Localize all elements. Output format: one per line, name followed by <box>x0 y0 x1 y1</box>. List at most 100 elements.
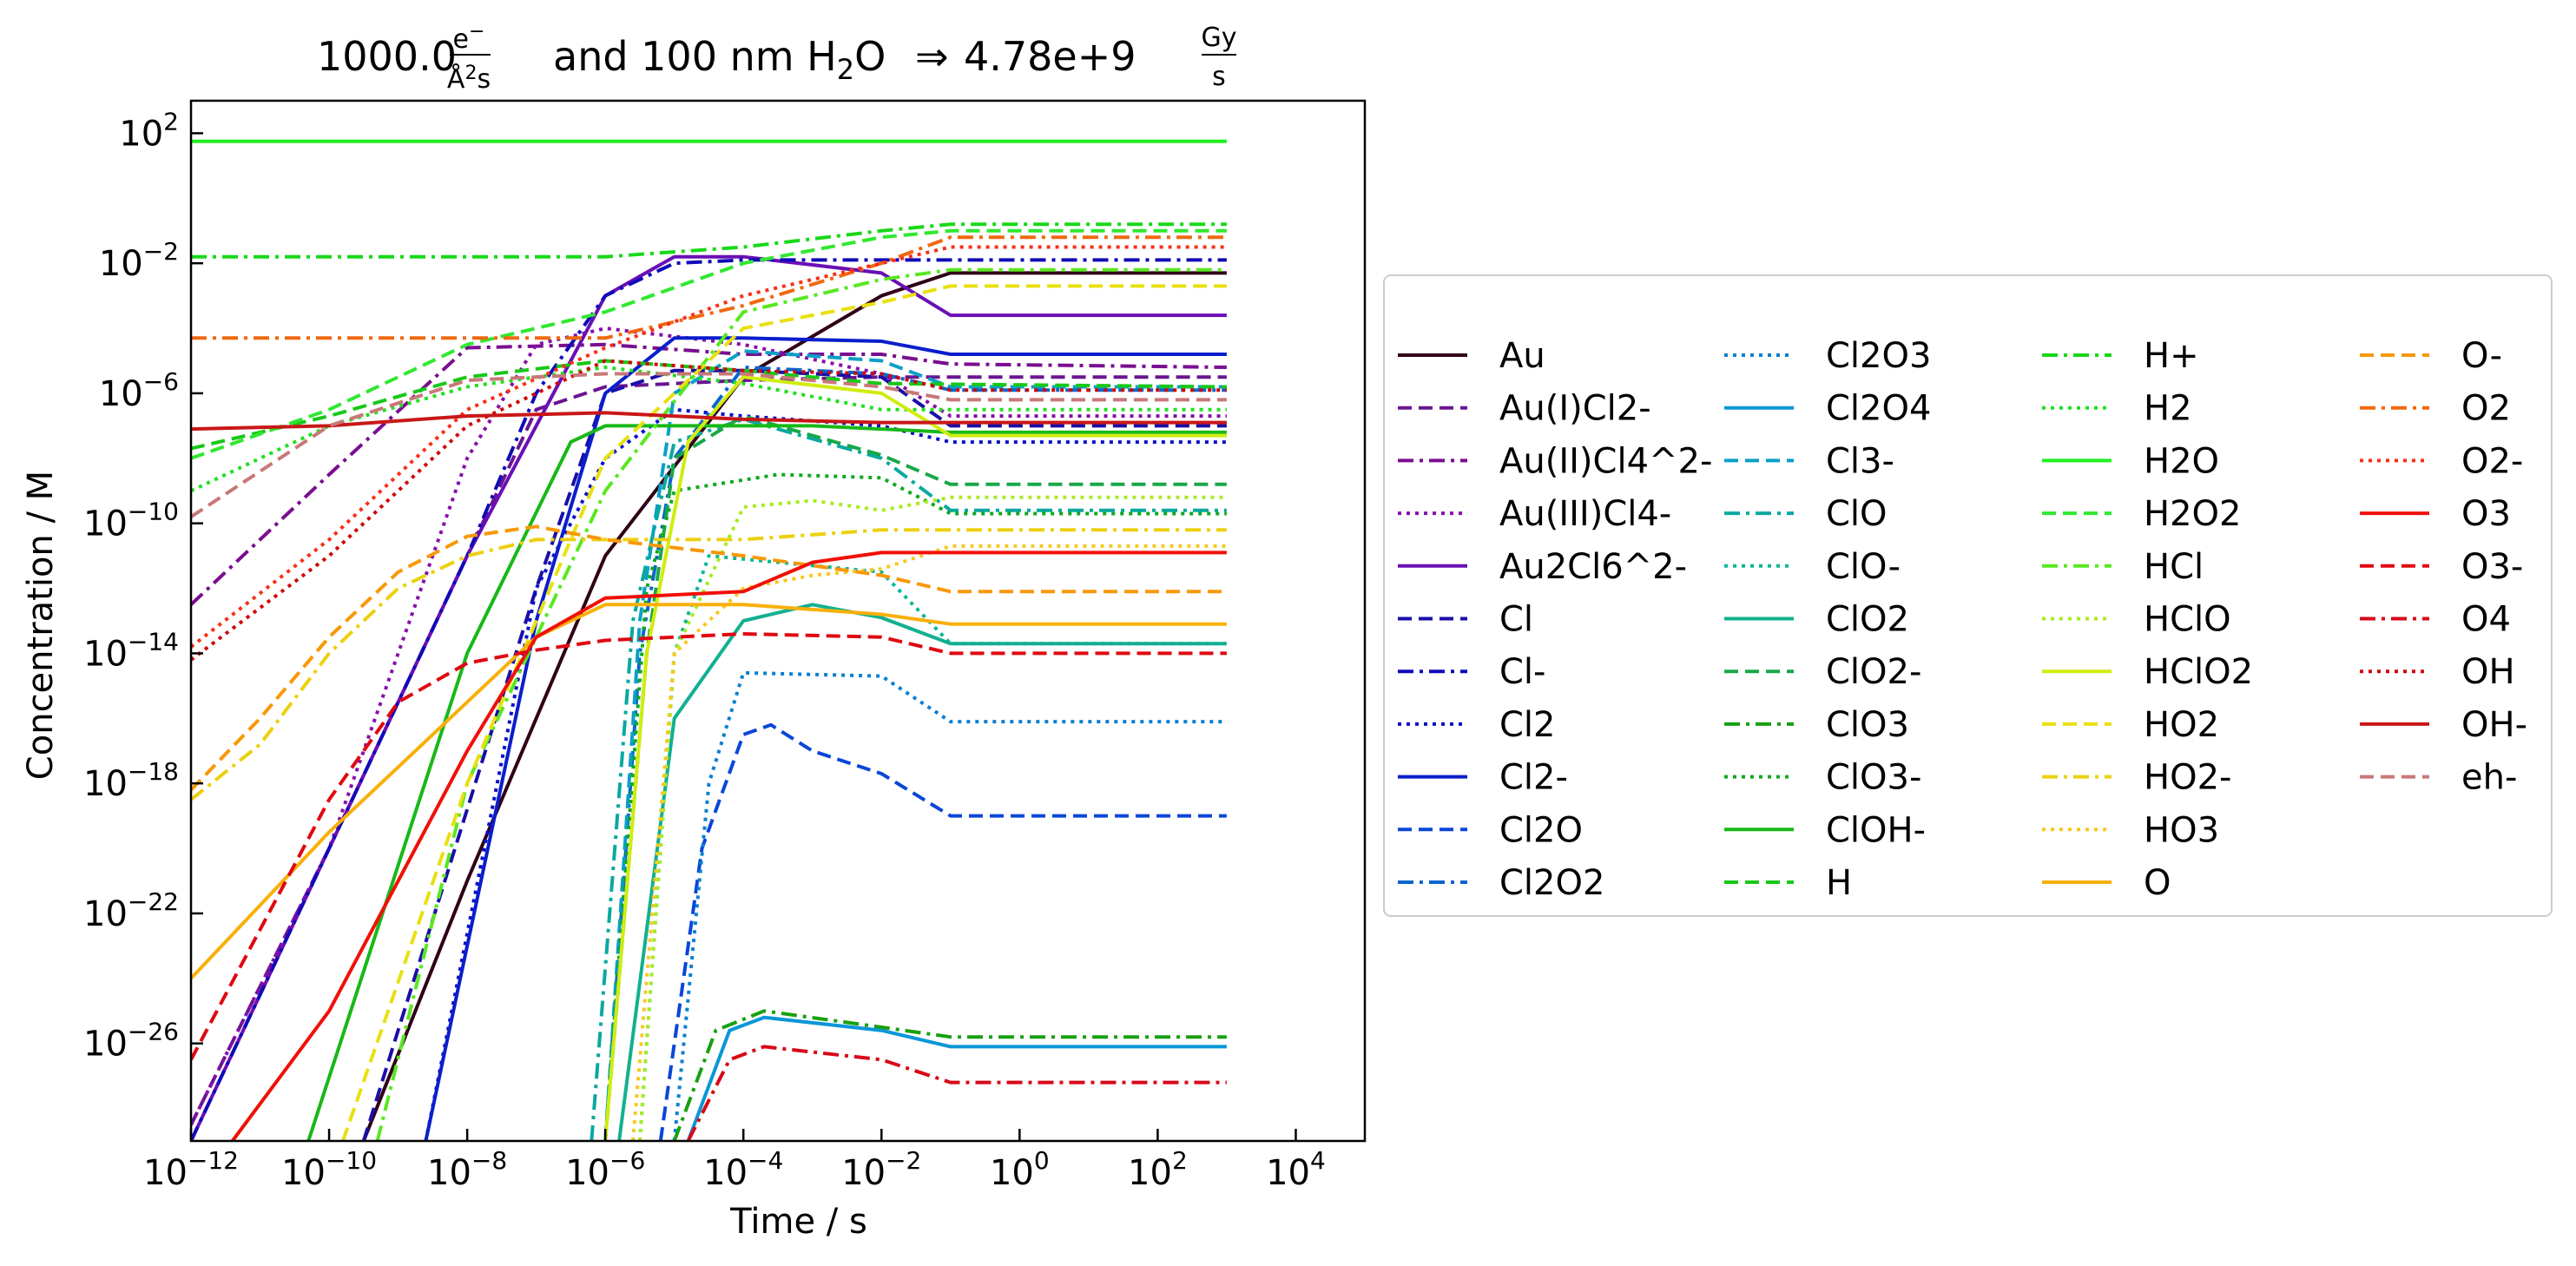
legend-entry-h2o: H2O <box>2042 441 2219 481</box>
legend: Au Au(I)Cl2- Au(II)Cl4^2- Au(III)Cl4- Au2Cl6… <box>1383 274 2553 917</box>
series-line-cl2o4 <box>686 1015 1227 1141</box>
legend-entry-h2: H2 <box>2042 389 2192 429</box>
series-line-cloh <box>306 424 1227 1141</box>
legend-label: H2O <box>2144 441 2219 481</box>
series-line-clo <box>590 417 1227 1141</box>
legend-entry-clo: ClO <box>1724 494 1888 534</box>
legend-label: ClO <box>1826 494 1888 534</box>
series-line-o <box>191 524 1227 792</box>
axis-ticks: 10−12 10−10 10−8 10−6 10−4 10−2 100 102 104 102 10… <box>83 107 1326 1193</box>
legend-label: HO2 <box>2144 705 2219 745</box>
y-tick-label: 10−14 <box>83 627 179 674</box>
legend-label: OH <box>2461 652 2515 692</box>
legend-box <box>1383 274 2553 917</box>
legend-entry-cl2o: Cl2O <box>1398 810 1583 850</box>
legend-entry-hclo2: HClO2 <box>2042 652 2253 692</box>
x-axis-label: Time / s <box>729 1202 867 1242</box>
legend-entry-cl: Cl- <box>1398 652 1545 692</box>
x-tick-label: 10−2 <box>841 1146 921 1193</box>
series-line-eh <box>191 372 1227 518</box>
legend-label: ClO3 <box>1826 705 1909 745</box>
title-unit-denominator: Å2s <box>447 63 491 95</box>
series-layer <box>191 139 1227 1141</box>
legend-label: Cl2O4 <box>1826 389 1931 429</box>
legend-label: O- <box>2461 336 2502 376</box>
title-arrow: ⇒ <box>915 33 949 80</box>
legend-entry-o: O- <box>2360 336 2502 376</box>
x-tick-label: 10−8 <box>427 1146 507 1193</box>
legend-entry-ho3: HO3 <box>2042 810 2219 850</box>
legend-entry-hcl: HCl <box>2042 547 2204 587</box>
title-result: 4.78e+9 <box>964 33 1136 80</box>
legend-entry-clo2: ClO2- <box>1724 652 1921 692</box>
legend-entry-cl2o2: Cl2O2 <box>1398 863 1604 903</box>
legend-entry-cl2: Cl2 <box>1398 705 1556 745</box>
series-line-h <box>191 222 1227 259</box>
series-line-o3 <box>231 551 1227 1141</box>
x-tick-label: 10−4 <box>703 1146 783 1193</box>
x-tick-label: 10−12 <box>143 1146 239 1193</box>
legend-entry-ho2: HO2 <box>2042 705 2219 745</box>
legend-label: HO2- <box>2144 758 2231 798</box>
y-tick-label: 10−26 <box>83 1018 179 1065</box>
x-tick-label: 104 <box>1266 1146 1326 1193</box>
legend-label: Cl2O <box>1499 810 1583 850</box>
legend-entry-clo2: ClO2 <box>1724 600 1909 640</box>
series-line-au-ii-cl4-2 <box>191 342 1227 606</box>
x-tick-label: 102 <box>1128 1146 1188 1193</box>
series-line-cl <box>361 368 1227 1141</box>
title-value: 1000.0 <box>317 33 457 80</box>
legend-label: Cl2- <box>1499 758 1568 798</box>
legend-label: O2 <box>2461 389 2511 429</box>
legend-label: H <box>1826 863 1852 903</box>
legend-label: Cl2 <box>1499 705 1556 745</box>
legend-entry-o4: O4 <box>2360 600 2511 640</box>
y-tick-label: 10−6 <box>99 367 179 414</box>
legend-label: HClO2 <box>2144 652 2253 692</box>
legend-entry-h: H+ <box>2042 336 2199 376</box>
series-line-ho3 <box>631 544 1227 1141</box>
legend-entry-cl: Cl <box>1398 600 1533 640</box>
legend-entry-clo3: ClO3- <box>1724 758 1921 798</box>
legend-entry-o2: O2 <box>2360 389 2511 429</box>
legend-label: Cl <box>1499 600 1533 640</box>
title-middle: and 100 nm H2O <box>553 33 886 86</box>
legend-entry-cl2o3: Cl2O3 <box>1724 336 1931 376</box>
legend-entry-h2o2: H2O2 <box>2042 494 2241 534</box>
legend-label: Cl3- <box>1826 441 1894 481</box>
legend-entry-eh: eh- <box>2360 758 2517 798</box>
series-line-cl2 <box>424 336 1227 1141</box>
legend-label: ClO3- <box>1826 758 1921 798</box>
legend-label: OH- <box>2461 705 2527 745</box>
series-line-cl <box>191 258 1227 1141</box>
y-tick-label: 10−22 <box>83 887 179 934</box>
plot-frame <box>189 99 1367 1143</box>
series-line-h2 <box>191 366 1227 493</box>
legend-label: HCl <box>2144 547 2204 587</box>
legend-entry-cl2o4: Cl2O4 <box>1724 389 1931 429</box>
series-line-o2 <box>191 235 1227 340</box>
legend-label: H2O2 <box>2144 494 2241 534</box>
x-tick-label: 10−6 <box>565 1146 645 1193</box>
legend-label: O4 <box>2461 600 2511 640</box>
x-tick-label: 100 <box>990 1146 1050 1193</box>
y-axis-label: Concentration / M <box>21 471 61 780</box>
legend-entry-cl3: Cl3- <box>1724 441 1894 481</box>
legend-entry-au: Au <box>1398 336 1545 376</box>
legend-label: H2 <box>2144 389 2192 429</box>
legend-entry-ho2: HO2- <box>2042 758 2231 798</box>
series-line-ho2 <box>191 528 1227 801</box>
y-tick-label: 102 <box>119 107 179 154</box>
legend-entry-cloh: ClOH- <box>1724 810 1926 850</box>
series-line-ho2 <box>341 284 1227 1141</box>
legend-entry-clo3: ClO3 <box>1724 705 1909 745</box>
series-line-hclo2 <box>603 375 1227 1141</box>
legend-entry-o: O <box>2042 863 2171 903</box>
legend-entry-hclo: HClO <box>2042 600 2231 640</box>
legend-label: Cl2O2 <box>1499 863 1604 903</box>
series-line-h2o2 <box>191 228 1227 460</box>
legend-label: ClO2 <box>1826 600 1909 640</box>
y-tick-label: 10−10 <box>83 498 179 544</box>
legend-entry-oh: OH <box>2360 652 2515 692</box>
legend-label: Cl- <box>1499 652 1545 692</box>
